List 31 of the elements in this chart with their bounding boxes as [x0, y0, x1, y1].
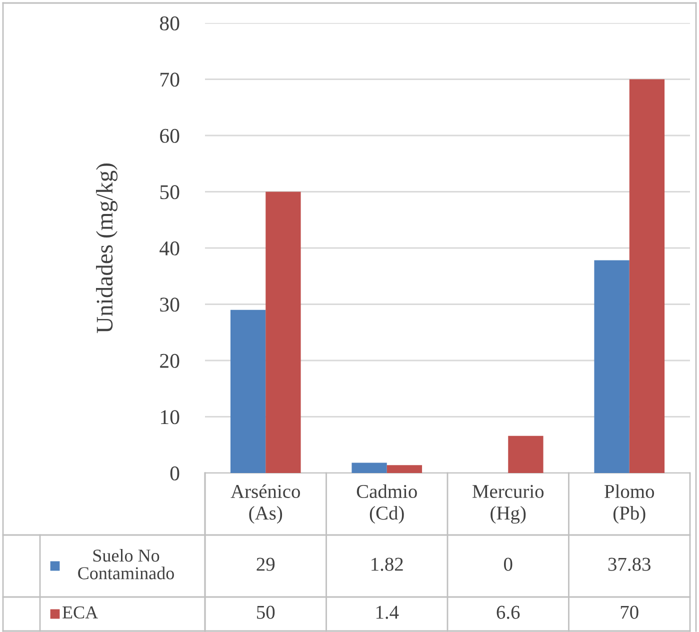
- bar: [508, 436, 544, 473]
- bar: [629, 79, 665, 473]
- y-tick-label: 70: [160, 72, 180, 87]
- x-tick-label: Mercurio (Hg): [472, 484, 544, 524]
- data-label: 1.4: [376, 606, 399, 619]
- y-tick-label: 0: [170, 466, 180, 480]
- bar: [386, 465, 422, 473]
- x-tick-label: Cadmio (Cd): [356, 484, 417, 524]
- legend-label: Suelo No Contaminado: [78, 549, 174, 580]
- bar: [594, 260, 630, 473]
- y-tick-label: 20: [160, 354, 180, 368]
- bar: [352, 462, 387, 473]
- bar: [266, 192, 301, 473]
- y-tick-label: 40: [160, 241, 180, 256]
- legend-label: ECA: [62, 606, 98, 619]
- y-tick-label: 80: [160, 16, 180, 30]
- data-label: 37.83: [608, 558, 650, 571]
- data-label: 29: [256, 558, 275, 571]
- data-label: 6.6: [496, 606, 520, 619]
- y-tick-label: 30: [160, 298, 180, 312]
- data-label: 0: [504, 558, 512, 571]
- data-label: 50: [257, 606, 275, 619]
- x-tick-label: Plomo (Pb): [604, 484, 654, 524]
- y-tick-label: 50: [160, 185, 180, 200]
- bar: [230, 310, 266, 473]
- y-tick-label: 60: [160, 128, 180, 143]
- y-tick-label: 10: [161, 410, 180, 424]
- data-label: 1.82: [372, 558, 403, 571]
- y-axis-title: Unidades (mg/kg): [96, 163, 118, 334]
- x-tick-label: Arsénico (As): [230, 484, 300, 524]
- data-label: 70: [620, 606, 638, 619]
